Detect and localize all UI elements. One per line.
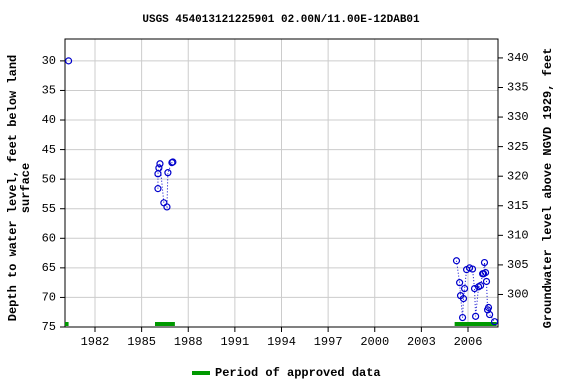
y-tick-label: 55 xyxy=(42,202,56,216)
y-tick-label: 60 xyxy=(42,231,56,245)
data-point xyxy=(486,310,494,319)
data-point xyxy=(458,313,467,322)
x-tick-label: 1988 xyxy=(174,335,203,349)
data-point xyxy=(155,164,163,172)
data-point xyxy=(156,160,164,168)
x-tick-label: 2006 xyxy=(454,335,483,349)
connector-line xyxy=(157,161,495,322)
approved-period xyxy=(454,322,497,326)
y-tick-label: 65 xyxy=(42,261,56,275)
chart-title: USGS 454013121225901 02.00N/11.00E-12DAB… xyxy=(142,14,420,26)
legend-label: Period of approved data xyxy=(215,366,381,380)
data-point xyxy=(154,185,162,193)
approved-period xyxy=(154,322,175,326)
plot-frame xyxy=(64,38,499,328)
data-point xyxy=(476,282,485,290)
x-tick-label: 1994 xyxy=(267,335,296,349)
data-point xyxy=(64,57,73,65)
y-label: Depth to water level, feet below land su… xyxy=(6,55,33,321)
data-point xyxy=(164,169,172,177)
y2-tick-label: 320 xyxy=(507,169,529,183)
y-tick-label: 40 xyxy=(42,113,56,127)
y2-tick-label: 330 xyxy=(507,110,529,124)
y2-tick-label: 340 xyxy=(507,51,529,65)
x-tick-label: 1985 xyxy=(127,335,156,349)
y-label-line: Depth to water level, feet below land xyxy=(6,55,20,321)
data-point xyxy=(468,265,477,273)
y2-tick-label: 335 xyxy=(507,81,529,95)
y2-tick-label: 315 xyxy=(507,199,529,213)
data-point xyxy=(480,258,489,267)
data-point xyxy=(456,279,464,287)
y-tick-label: 30 xyxy=(42,54,56,68)
data-point xyxy=(482,277,491,286)
data-point xyxy=(484,303,493,312)
x-tick-label: 1997 xyxy=(314,335,343,349)
y-tick-label: 35 xyxy=(42,84,56,98)
x-tick-label: 2000 xyxy=(360,335,389,349)
y2-tick-label: 325 xyxy=(507,140,529,154)
x-tick-label: 2003 xyxy=(407,335,436,349)
data-point xyxy=(490,318,499,326)
data-point xyxy=(472,312,480,320)
y2-tick-label: 310 xyxy=(507,229,529,243)
approved-period xyxy=(65,322,69,326)
data-point xyxy=(481,268,490,277)
data-point xyxy=(460,284,469,293)
y-tick-label: 45 xyxy=(42,143,56,157)
y-label-line: surface xyxy=(19,163,33,213)
y2-tick-label: 305 xyxy=(507,258,529,272)
x-tick-label: 1982 xyxy=(81,335,110,349)
x-tick-label: 1991 xyxy=(220,335,249,349)
y-tick-label: 75 xyxy=(42,320,56,334)
data-point xyxy=(452,257,461,265)
data-point xyxy=(169,158,177,166)
data-point xyxy=(163,203,171,211)
y2-label: Groundwater level above NGVD 1929, feet xyxy=(541,48,555,329)
data-point xyxy=(470,284,479,293)
y-tick-label: 70 xyxy=(42,291,56,305)
y-tick-label: 50 xyxy=(42,172,56,186)
y2-tick-label: 300 xyxy=(507,288,529,302)
data-point xyxy=(459,295,468,303)
